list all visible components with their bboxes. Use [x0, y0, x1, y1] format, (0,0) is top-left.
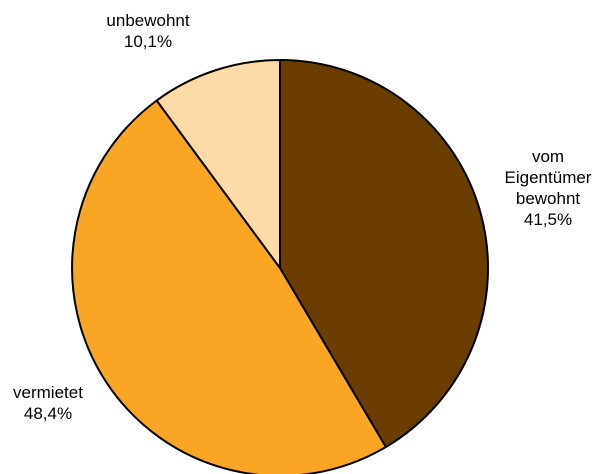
slice-label-group: vermietet 48,4% [13, 383, 83, 423]
slice-category-label: vermietet [13, 383, 83, 402]
pie-slice-vom-eigentümer-bewohnt [279, 59, 489, 449]
pie-slices [71, 59, 489, 474]
pie-labels: vom Eigentümer bewohnt 41,5% vermietet 48,4% u… [13, 11, 592, 423]
slice-category-label: Eigentümer [505, 168, 592, 187]
slice-category-label: unbewohnt [106, 11, 189, 30]
slice-label-group: vom Eigentümer bewohnt 41,5% [505, 147, 592, 229]
slice-category-label: vom [532, 147, 564, 166]
slice-value-label: 41,5% [524, 210, 572, 229]
slice-value-label: 10,1% [124, 32, 172, 51]
pie-slice-vermietet [71, 99, 387, 474]
slice-label-group: unbewohnt 10,1% [106, 11, 189, 51]
slice-category-label: bewohnt [516, 189, 581, 208]
pie-slice-unbewohnt [155, 59, 281, 269]
slice-value-label: 48,4% [24, 404, 72, 423]
